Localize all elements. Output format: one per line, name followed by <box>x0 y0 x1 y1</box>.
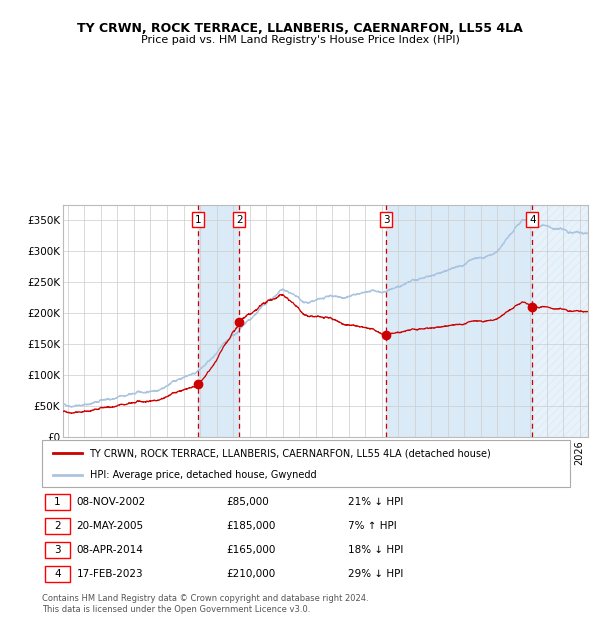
Bar <box>386 205 532 437</box>
Text: 08-NOV-2002: 08-NOV-2002 <box>76 497 146 507</box>
Text: 1: 1 <box>54 497 61 507</box>
Text: 1: 1 <box>194 215 201 224</box>
Text: £210,000: £210,000 <box>227 569 276 579</box>
Text: Price paid vs. HM Land Registry's House Price Index (HPI): Price paid vs. HM Land Registry's House … <box>140 35 460 45</box>
Text: 20-MAY-2005: 20-MAY-2005 <box>76 521 143 531</box>
Text: £185,000: £185,000 <box>227 521 276 531</box>
FancyBboxPatch shape <box>44 542 70 558</box>
Text: £165,000: £165,000 <box>227 545 276 555</box>
Text: 21% ↓ HPI: 21% ↓ HPI <box>348 497 404 507</box>
Text: 4: 4 <box>54 569 61 579</box>
Text: 7% ↑ HPI: 7% ↑ HPI <box>348 521 397 531</box>
Text: TY CRWN, ROCK TERRACE, LLANBERIS, CAERNARFON, LL55 4LA (detached house): TY CRWN, ROCK TERRACE, LLANBERIS, CAERNA… <box>89 448 491 458</box>
Text: 18% ↓ HPI: 18% ↓ HPI <box>348 545 404 555</box>
Text: Contains HM Land Registry data © Crown copyright and database right 2024.: Contains HM Land Registry data © Crown c… <box>42 594 368 603</box>
Bar <box>198 205 239 437</box>
Bar <box>532 205 588 437</box>
Text: This data is licensed under the Open Government Licence v3.0.: This data is licensed under the Open Gov… <box>42 604 310 614</box>
Text: TY CRWN, ROCK TERRACE, LLANBERIS, CAERNARFON, LL55 4LA: TY CRWN, ROCK TERRACE, LLANBERIS, CAERNA… <box>77 22 523 35</box>
Text: 08-APR-2014: 08-APR-2014 <box>76 545 143 555</box>
FancyBboxPatch shape <box>44 566 70 582</box>
FancyBboxPatch shape <box>44 518 70 534</box>
Text: £85,000: £85,000 <box>227 497 269 507</box>
FancyBboxPatch shape <box>44 494 70 510</box>
Text: 2: 2 <box>54 521 61 531</box>
Text: 3: 3 <box>383 215 389 224</box>
Text: 17-FEB-2023: 17-FEB-2023 <box>76 569 143 579</box>
Text: 3: 3 <box>54 545 61 555</box>
Text: 29% ↓ HPI: 29% ↓ HPI <box>348 569 404 579</box>
Text: 4: 4 <box>529 215 536 224</box>
Text: 2: 2 <box>236 215 242 224</box>
Text: HPI: Average price, detached house, Gwynedd: HPI: Average price, detached house, Gwyn… <box>89 470 316 480</box>
